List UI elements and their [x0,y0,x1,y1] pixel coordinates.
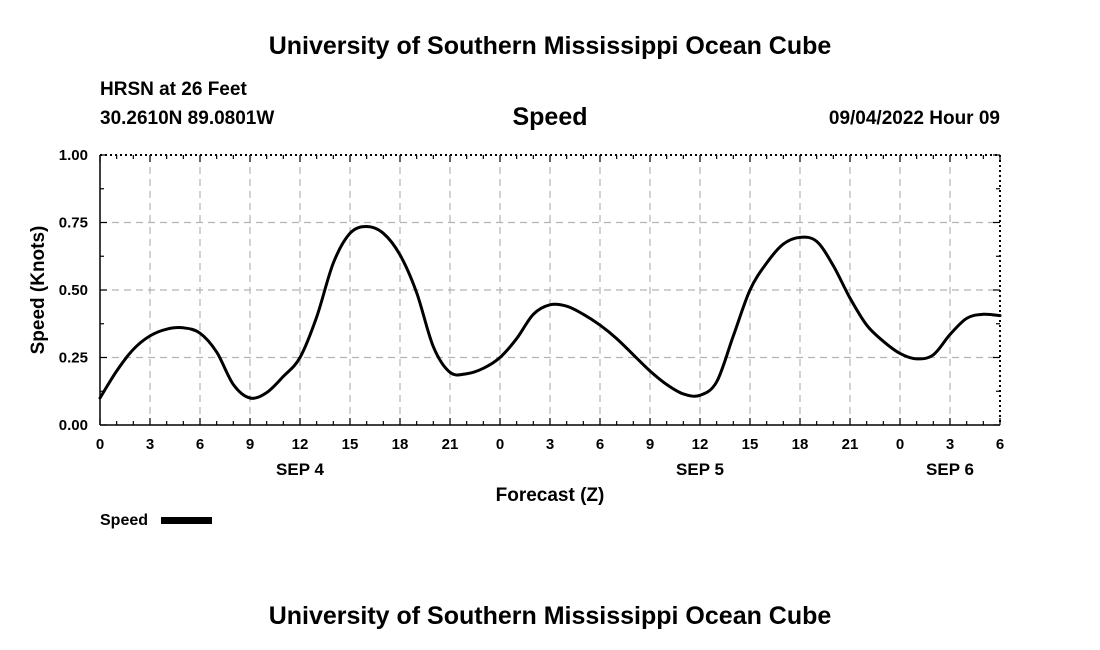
x-tick-label: 3 [946,436,954,453]
x-tick-label: 12 [292,436,309,453]
x-tick-label: 3 [146,436,154,453]
footer-title: University of Southern Mississippi Ocean… [269,602,832,630]
x-tick-label: 6 [996,436,1004,453]
date-label: SEP 6 [926,460,974,479]
series-layer [98,225,1002,400]
x-tick-label: 0 [96,436,104,453]
x-tick-label: 0 [496,436,504,453]
y-tick-label: 0.50 [59,282,88,299]
y-tick-label: 1.00 [59,147,88,164]
x-tick-label: 6 [596,436,604,453]
legend: Speed [100,512,212,529]
x-tick-label: 21 [442,436,459,453]
x-tick-label: 9 [246,436,254,453]
axes [99,154,1001,426]
legend-label: Speed [100,512,148,529]
x-tick-label: 18 [792,436,809,453]
x-tick-label: 6 [196,436,204,453]
y-tick-label: 0.00 [59,417,88,434]
date-label: SEP 5 [676,460,724,479]
date-label: SEP 4 [276,460,324,479]
x-tick-label: 21 [842,436,859,453]
chart-title: University of Southern Mississippi Ocean… [269,32,832,60]
datetime-label: 09/04/2022 Hour 09 [829,108,1000,129]
y-tick-label: 0.25 [59,350,88,367]
x-tick-label: 15 [342,436,359,453]
x-tick-label: 3 [546,436,554,453]
plot-name: Speed [512,103,587,131]
y-axis-label: Speed (Knots) [28,226,49,355]
location-label: 30.2610N 89.0801W [100,108,274,129]
x-tick-label: 15 [742,436,759,453]
legend-swatch [161,517,212,524]
tick-labels: 0 3 6 9 12 15 18 21 0 3 6 9 12 15 18 21 0 3 6 SEP 4 SEP 5 SEP… [59,147,1004,479]
x-tick-label: 12 [692,436,709,453]
x-tick-label: 9 [646,436,654,453]
station-label: HRSN at 26 Feet [100,79,247,100]
x-axis-label: Forecast (Z) [496,485,605,506]
series-line-speed [98,225,1002,400]
y-tick-label: 0.75 [59,215,88,232]
x-tick-label: 18 [392,436,409,453]
x-tick-label: 0 [896,436,904,453]
